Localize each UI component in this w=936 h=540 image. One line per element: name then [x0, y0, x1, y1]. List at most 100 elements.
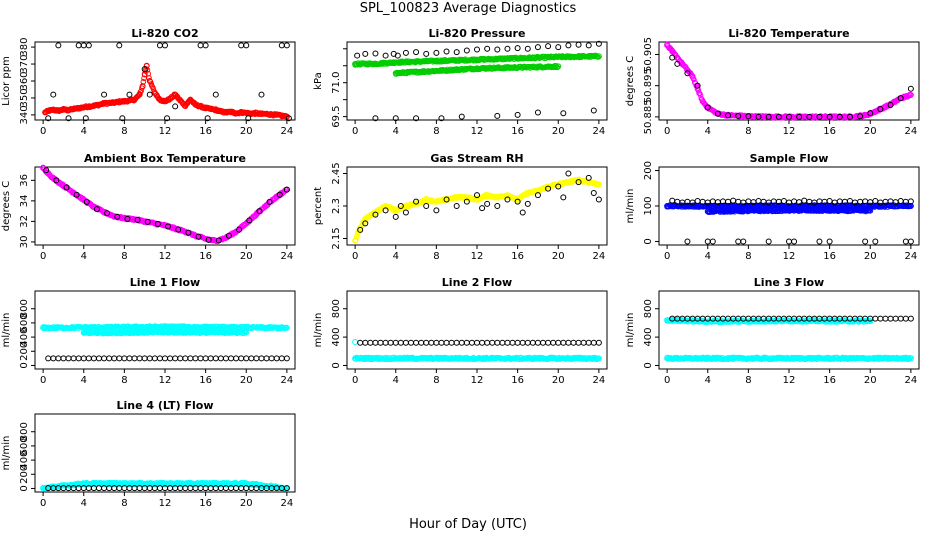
- data-point: [453, 339, 460, 346]
- data-point: [83, 198, 90, 205]
- x-tick-label: 0: [352, 375, 358, 386]
- data-point: [775, 113, 782, 120]
- x-tick-label: 16: [511, 375, 524, 386]
- data-point: [887, 315, 894, 322]
- data-point: [684, 67, 691, 74]
- data-point: [443, 339, 450, 346]
- x-tick-label: 24: [281, 251, 294, 262]
- series-2: [354, 40, 602, 122]
- x-tick-label: 0: [664, 251, 670, 262]
- data-point: [826, 113, 833, 120]
- data-point: [172, 103, 179, 110]
- data-point: [258, 91, 265, 98]
- series-2: [669, 54, 914, 120]
- panel-title: Line 2 Flow: [442, 276, 512, 289]
- y-tick-label: 36: [19, 174, 30, 187]
- data-point: [897, 315, 904, 322]
- data-point: [131, 355, 138, 362]
- data-point: [504, 45, 511, 52]
- y-tick-label: 2.3: [331, 198, 342, 214]
- x-tick-label: 4: [393, 375, 399, 386]
- data-point: [907, 315, 914, 322]
- data-point: [202, 42, 209, 49]
- data-point: [907, 92, 914, 99]
- data-point: [458, 113, 465, 120]
- data-point: [177, 355, 184, 362]
- data-point: [106, 355, 113, 362]
- series-1: [42, 62, 290, 120]
- data-point: [50, 355, 57, 362]
- data-point: [458, 339, 465, 346]
- x-tick-label: 20: [552, 251, 565, 262]
- data-point: [534, 339, 541, 346]
- data-point: [90, 355, 97, 362]
- data-point: [245, 115, 252, 122]
- data-point: [585, 42, 592, 49]
- series-1: [664, 316, 914, 363]
- data-point: [555, 339, 562, 346]
- data-point: [453, 49, 460, 56]
- data-point: [565, 170, 572, 177]
- data-point: [104, 210, 111, 217]
- data-point: [205, 236, 212, 243]
- data-point: [197, 42, 204, 49]
- x-tick-label: 8: [121, 498, 127, 509]
- data-point: [372, 60, 379, 67]
- data-point: [394, 52, 401, 59]
- data-point: [63, 184, 70, 191]
- data-point: [278, 42, 285, 49]
- data-point: [146, 91, 153, 98]
- data-point: [93, 206, 100, 213]
- data-point: [215, 237, 222, 244]
- data-point: [423, 50, 430, 57]
- data-point: [392, 213, 399, 220]
- series-2: [45, 355, 290, 362]
- data-point: [162, 355, 168, 362]
- x-tick-label: 0: [40, 375, 46, 386]
- x-tick-label: 24: [905, 375, 918, 386]
- data-point: [154, 220, 161, 227]
- panel-title: Sample Flow: [750, 152, 829, 165]
- data-point: [725, 112, 732, 119]
- x-tick-label: 12: [783, 375, 796, 386]
- y-axis-label: ml/min: [625, 189, 636, 224]
- data-point: [85, 42, 92, 49]
- data-point: [423, 339, 430, 346]
- data-point: [575, 53, 582, 60]
- x-tick-label: 4: [705, 251, 711, 262]
- data-point: [253, 211, 260, 218]
- data-point: [519, 209, 526, 216]
- data-point: [222, 355, 229, 362]
- data-point: [116, 355, 123, 362]
- x-tick-label: 4: [81, 498, 87, 509]
- data-point: [172, 355, 179, 362]
- data-point: [283, 42, 290, 49]
- data-point: [139, 83, 146, 90]
- data-point: [514, 111, 521, 118]
- data-point: [862, 238, 869, 245]
- data-point: [197, 355, 204, 362]
- data-point: [146, 78, 153, 84]
- data-point: [197, 103, 204, 110]
- data-point: [276, 191, 283, 198]
- data-point: [182, 228, 189, 235]
- panel-title: Li-820 CO2: [131, 27, 198, 40]
- x-tick-label: 8: [121, 251, 127, 262]
- x-tick-label: 24: [593, 251, 606, 262]
- y-axis-label: percent: [313, 187, 324, 225]
- data-point: [433, 207, 440, 214]
- data-point: [121, 215, 128, 222]
- data-point: [268, 355, 275, 362]
- data-point: [225, 232, 232, 239]
- y-tick-label: 350: [19, 88, 30, 107]
- data-point: [704, 238, 711, 245]
- data-point: [428, 339, 435, 346]
- data-point: [550, 339, 557, 346]
- data-point: [75, 355, 82, 362]
- panel-title: Line 3 Flow: [754, 276, 824, 289]
- x-tick-label: 12: [471, 126, 484, 137]
- data-point: [509, 339, 516, 346]
